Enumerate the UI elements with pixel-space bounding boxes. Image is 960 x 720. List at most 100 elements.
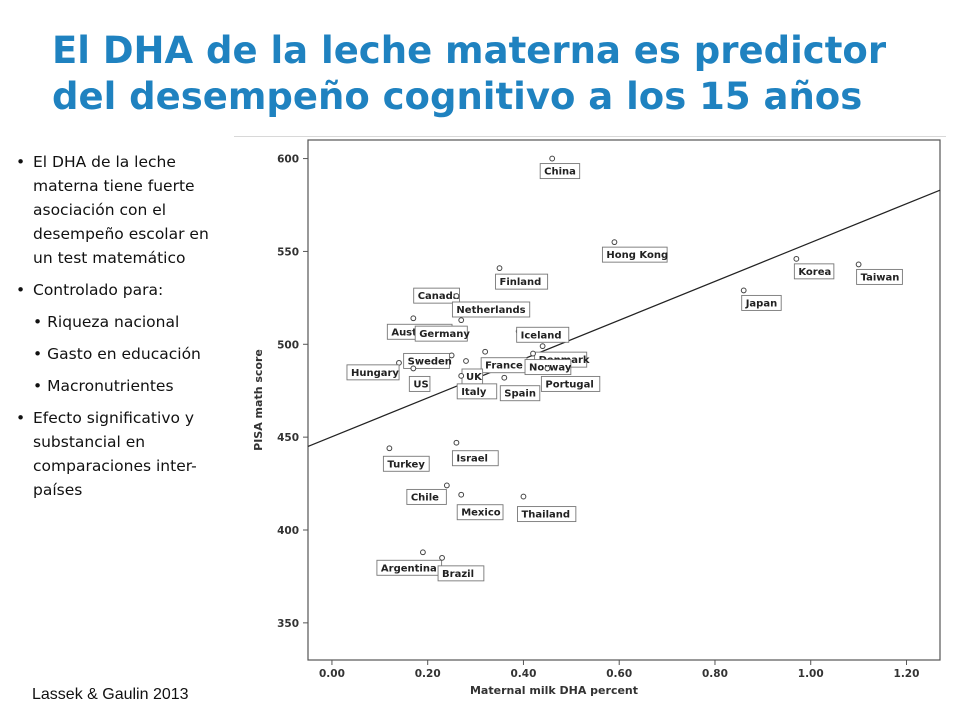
x-axis-label: Maternal milk DHA percent bbox=[470, 684, 638, 697]
y-tick-label: 550 bbox=[277, 246, 299, 258]
data-point bbox=[443, 482, 450, 489]
data-point bbox=[611, 239, 618, 246]
point-label: Argentina bbox=[381, 563, 437, 574]
regression-line bbox=[307, 189, 941, 447]
data-point bbox=[793, 255, 800, 262]
point-label: China bbox=[544, 167, 576, 178]
point-label-box bbox=[540, 375, 601, 392]
data-point bbox=[539, 343, 546, 350]
data-point bbox=[453, 293, 460, 299]
point-label-box bbox=[517, 506, 577, 523]
title-line-2: del desempeño cognitivo a los 15 años bbox=[52, 75, 863, 118]
point-label: Korea bbox=[798, 267, 831, 278]
point-label-box bbox=[403, 352, 450, 369]
data-point bbox=[458, 491, 465, 498]
point-label: Mexico bbox=[461, 508, 501, 519]
point-label-box bbox=[437, 565, 485, 582]
data-point bbox=[501, 374, 508, 381]
x-tick-label: 0.00 bbox=[319, 668, 345, 680]
point-label: Japan bbox=[745, 298, 778, 309]
point-label-box bbox=[413, 287, 460, 304]
point-label-box bbox=[451, 450, 499, 467]
sub-bullet-item: • Macronutrientes bbox=[33, 377, 174, 395]
data-point bbox=[458, 317, 465, 324]
sub-bullet-item: • Gasto en educación bbox=[33, 345, 201, 363]
point-label-box bbox=[516, 326, 570, 343]
x-tick-label: 0.20 bbox=[415, 668, 441, 680]
data-point bbox=[530, 350, 536, 357]
sub-bullet-label: Macronutrientes bbox=[47, 377, 174, 395]
point-label: Taiwan bbox=[861, 272, 900, 283]
point-label: Spain bbox=[504, 389, 536, 400]
point-label: Thailand bbox=[521, 510, 570, 521]
point-label-box bbox=[495, 273, 549, 290]
data-point bbox=[482, 348, 489, 355]
slide-title: El DHA de la leche materna es predictor … bbox=[52, 28, 932, 120]
x-tick-label: 1.00 bbox=[798, 668, 824, 680]
bullet-list: El DHA de la leche materna tiene fuerte … bbox=[14, 150, 214, 510]
point-label: Chile bbox=[411, 492, 439, 503]
title-line-1: El DHA de la leche materna es predictor bbox=[52, 29, 887, 72]
sub-bullet-label: Riqueza nacional bbox=[47, 313, 180, 331]
data-point bbox=[453, 439, 460, 446]
point-label: Brazil bbox=[442, 569, 474, 580]
y-tick-label: 600 bbox=[277, 154, 299, 166]
point-label: Hong Kong bbox=[606, 250, 668, 261]
point-label: Hungary bbox=[351, 368, 399, 379]
bullet-item: Controlado para: bbox=[14, 278, 214, 302]
point-label: France bbox=[485, 361, 523, 372]
point-label-box bbox=[856, 268, 903, 285]
divider bbox=[234, 136, 946, 137]
point-label: Norway bbox=[529, 363, 572, 374]
point-label: Italy bbox=[461, 387, 487, 398]
point-label-box bbox=[793, 263, 835, 280]
point-label: Canada bbox=[418, 291, 460, 302]
point-label-box bbox=[499, 385, 541, 402]
point-label: Iceland bbox=[521, 330, 562, 341]
scatter-chart: 350 400 450 500 550 600 0.00 0.20 0.40 0.60 0.80 1.… bbox=[252, 139, 941, 697]
x-tick-label: 0.80 bbox=[702, 668, 728, 680]
data-point bbox=[520, 493, 527, 500]
point-label: Portugal bbox=[545, 379, 593, 390]
point-label-box bbox=[382, 455, 430, 472]
bullet-item: El DHA de la leche materna tiene fuerte … bbox=[14, 150, 214, 270]
sub-bullet-item: • Riqueza nacional bbox=[33, 313, 180, 331]
point-label: US bbox=[413, 379, 428, 390]
citation: Lassek & Gaulin 2013 bbox=[32, 686, 189, 703]
x-tick-label: 0.60 bbox=[606, 668, 632, 680]
bullet-item: Efecto significativo y substancial en co… bbox=[14, 406, 214, 502]
data-point bbox=[855, 261, 862, 268]
point-label: Finland bbox=[500, 277, 542, 288]
y-tick-label: 400 bbox=[277, 525, 299, 537]
point-label-box bbox=[408, 375, 431, 392]
point-label-box bbox=[741, 294, 782, 311]
point-label-box bbox=[414, 325, 468, 342]
data-point bbox=[463, 358, 469, 364]
point-label-box bbox=[346, 364, 400, 381]
point-label-box bbox=[451, 301, 531, 318]
y-tick-label: 450 bbox=[277, 432, 299, 444]
point-label: Sweden bbox=[408, 356, 452, 367]
point-label-box bbox=[539, 163, 581, 180]
point-label: Turkey bbox=[387, 459, 425, 470]
data-point bbox=[496, 265, 503, 272]
data-point bbox=[549, 155, 556, 162]
data-point bbox=[439, 554, 445, 561]
point-label-box bbox=[456, 383, 498, 400]
data-point bbox=[386, 445, 393, 452]
y-axis-label: PISA math score bbox=[252, 349, 265, 451]
x-tick-label: 1.20 bbox=[894, 668, 920, 680]
point-label: UK bbox=[466, 372, 483, 383]
data-point bbox=[410, 315, 417, 322]
y-tick-label: 500 bbox=[277, 339, 299, 351]
plot-frame bbox=[307, 139, 941, 661]
data-point bbox=[410, 365, 417, 372]
x-tick-label: 0.40 bbox=[510, 668, 536, 680]
point-label: Netherlands bbox=[456, 305, 525, 316]
data-point bbox=[740, 287, 747, 294]
point-label: Israel bbox=[456, 454, 488, 465]
data-point bbox=[458, 372, 465, 379]
point-label: Germany bbox=[419, 329, 470, 340]
point-label-box bbox=[456, 504, 504, 521]
data-point bbox=[544, 365, 551, 372]
